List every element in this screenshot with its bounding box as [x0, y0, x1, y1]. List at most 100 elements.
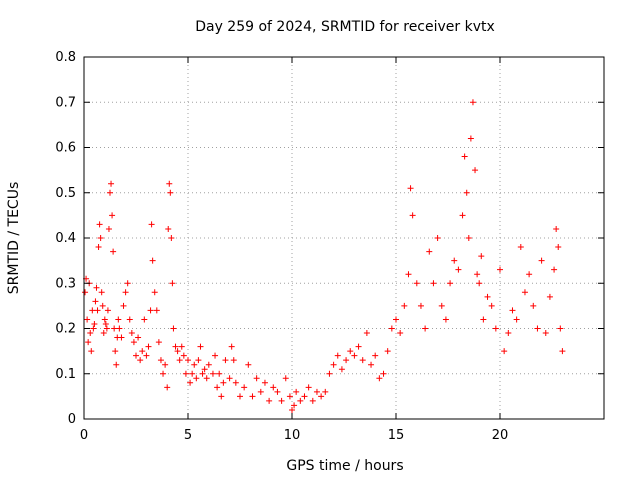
- data-point: [497, 266, 503, 273]
- data-point: [145, 343, 152, 350]
- data-point: [376, 375, 383, 382]
- data-point: [405, 271, 412, 278]
- data-point: [105, 225, 112, 232]
- data-point: [199, 370, 206, 377]
- data-point: [99, 302, 106, 309]
- data-point: [135, 334, 142, 341]
- data-point: [388, 325, 395, 332]
- data-point: [270, 384, 277, 391]
- data-point: [278, 397, 285, 404]
- data-point: [422, 325, 429, 332]
- y-tick-label: 0.7: [55, 95, 76, 110]
- data-point: [488, 302, 495, 309]
- data-point: [214, 384, 221, 391]
- data-point: [305, 384, 312, 391]
- data-point: [115, 316, 122, 323]
- data-point: [169, 280, 176, 287]
- y-tick-label: 0.8: [55, 50, 76, 65]
- data-point: [147, 307, 154, 314]
- data-point: [359, 357, 366, 364]
- data-point: [193, 375, 200, 382]
- data-point: [130, 339, 137, 346]
- data-point: [172, 343, 179, 350]
- data-point: [555, 244, 562, 251]
- data-point: [517, 244, 524, 251]
- data-point: [187, 379, 194, 386]
- data-point: [101, 316, 108, 323]
- data-point: [261, 379, 268, 386]
- data-point: [384, 348, 391, 355]
- y-tick-labels: 0 0.1 0.2 0.3 0.4 0.5 0.6 0.7 0.8: [55, 50, 76, 427]
- data-point: [368, 361, 375, 368]
- data-point: [157, 357, 164, 364]
- data-point: [97, 235, 104, 241]
- data-point: [461, 153, 468, 160]
- data-point: [155, 339, 162, 346]
- data-point: [363, 330, 370, 337]
- data-point: [153, 307, 160, 314]
- data-point: [100, 330, 107, 337]
- data-point: [343, 357, 350, 364]
- data-point: [109, 212, 116, 219]
- data-point: [322, 388, 329, 395]
- data-point: [103, 325, 110, 332]
- data-point: [165, 225, 172, 232]
- data-point: [293, 388, 300, 395]
- data-point: [291, 402, 298, 409]
- y-tick-label: 0.6: [55, 141, 76, 156]
- data-point: [501, 348, 508, 355]
- data-point: [122, 289, 129, 296]
- axis-ticks: [83, 56, 604, 420]
- data-point: [91, 320, 98, 327]
- data-point: [417, 302, 424, 309]
- data-point: [92, 298, 99, 305]
- data-point: [174, 348, 181, 355]
- data-point: [180, 352, 187, 359]
- x-axis-title: GPS time / hours: [286, 458, 403, 474]
- x-tick-label: 20: [492, 428, 509, 443]
- data-point: [318, 393, 325, 400]
- data-point: [447, 280, 454, 287]
- data-point: [253, 375, 260, 382]
- data-point: [124, 280, 131, 287]
- data-point: [393, 316, 399, 323]
- data-point: [151, 289, 158, 296]
- data-points: [82, 99, 566, 413]
- data-point: [509, 307, 516, 314]
- data-point: [88, 348, 95, 355]
- data-point: [87, 330, 94, 337]
- x-tick-label: 10: [284, 428, 301, 443]
- y-tick-label: 0.2: [55, 322, 76, 337]
- data-point: [249, 393, 256, 400]
- y-tick-label: 0.4: [55, 231, 76, 246]
- data-point: [476, 280, 483, 287]
- data-point: [230, 357, 237, 364]
- data-point: [301, 393, 308, 400]
- data-point: [407, 185, 414, 192]
- data-point: [216, 370, 223, 377]
- x-tick-label: 0: [80, 428, 88, 443]
- data-point: [232, 379, 239, 386]
- data-point: [197, 343, 204, 350]
- data-point: [182, 370, 189, 377]
- data-point: [451, 257, 458, 264]
- data-point: [513, 316, 520, 323]
- data-point: [426, 248, 433, 255]
- data-point: [166, 180, 173, 187]
- data-point: [220, 379, 227, 386]
- data-point: [401, 302, 408, 309]
- data-point: [95, 244, 102, 251]
- data-point: [459, 212, 466, 219]
- y-tick-label: 0.1: [55, 367, 76, 382]
- data-point: [116, 325, 123, 332]
- data-point: [492, 325, 499, 332]
- data-point: [521, 289, 528, 296]
- data-point: [226, 375, 233, 382]
- x-tick-label: 5: [184, 428, 192, 443]
- data-point: [137, 357, 144, 364]
- data-point: [89, 307, 96, 314]
- data-point: [546, 293, 553, 300]
- data-point: [380, 370, 387, 377]
- data-point: [397, 330, 404, 337]
- data-point: [139, 348, 146, 355]
